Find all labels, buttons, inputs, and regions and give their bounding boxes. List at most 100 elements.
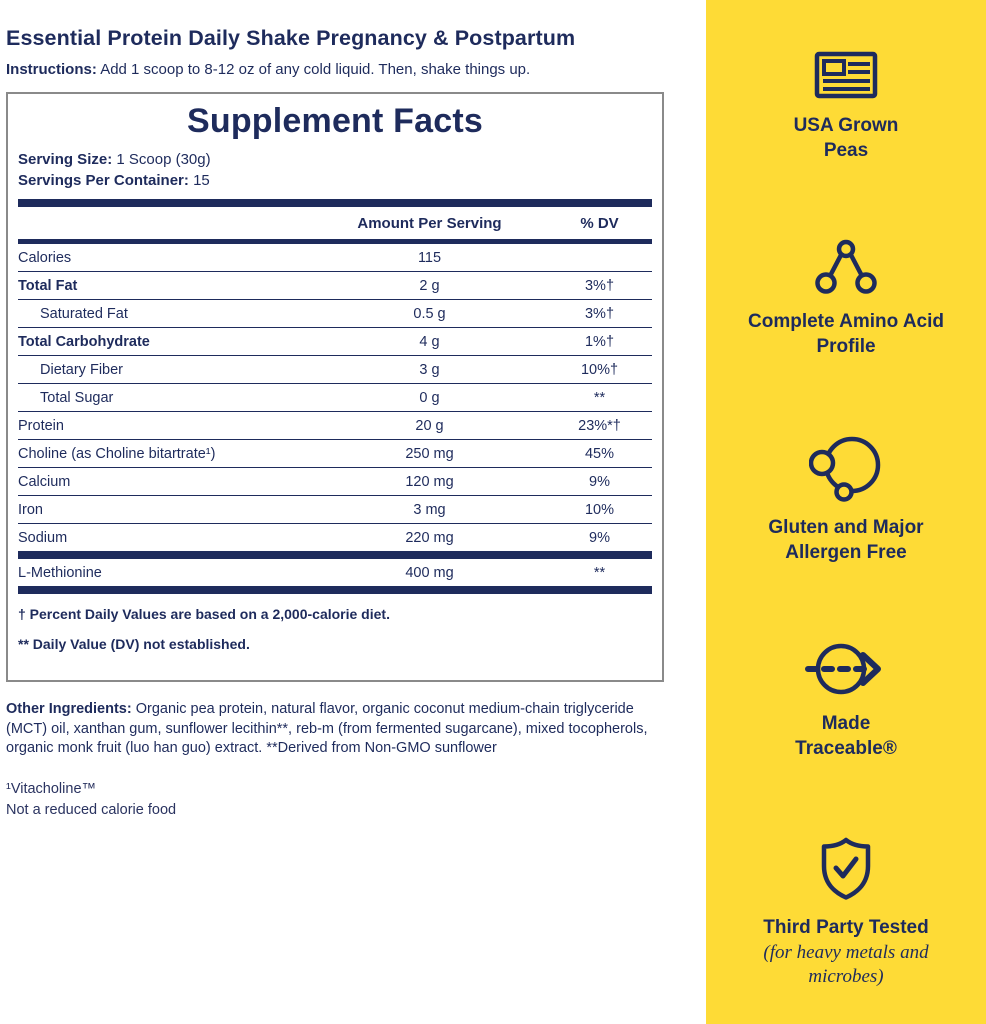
nutrient-amount: 115 xyxy=(417,249,442,266)
divider xyxy=(18,355,652,356)
other-ingredients-text: Organic pea protein, natural flavor, org… xyxy=(6,701,648,757)
nutrient-amount: 3 g xyxy=(419,361,440,378)
label-panel: Essential Protein Daily Shake Pregnancy … xyxy=(6,26,706,821)
serving-size-label: Serving Size: xyxy=(18,151,113,168)
nutrient-name: Calcium xyxy=(18,473,71,490)
nutrient-dv: 3%† xyxy=(584,305,615,322)
nutrient-name: Sodium xyxy=(18,529,68,546)
feature-gluten-allergen-free: Gluten and Major Allergen Free xyxy=(744,434,949,565)
product-title: Essential Protein Daily Shake Pregnancy … xyxy=(6,26,576,50)
facts-row: Calcium 120 mg 9% xyxy=(8,468,662,495)
column-percent-dv: % DV xyxy=(580,214,619,232)
nutrient-dv: 10%† xyxy=(580,361,619,378)
nutrient-name: Choline (as Choline bitartrate¹) xyxy=(18,445,216,462)
nutrient-amount: 2 g xyxy=(419,277,440,294)
nutrient-dv: 9% xyxy=(589,529,610,546)
feature-complete-amino-acid: Complete Amino Acid Profile xyxy=(744,238,949,359)
feature-label: USA Grown Peas xyxy=(793,115,899,161)
servings-per-container: Servings Per Container: 15 xyxy=(8,172,662,189)
nutrient-name: Protein xyxy=(18,417,64,434)
reduced-calorie-note: Not a reduced calorie food xyxy=(6,801,177,818)
nutrient-amount: 20 g xyxy=(415,417,444,434)
features-sidebar: USA Grown Peas Complete Amino Acid Profi… xyxy=(706,0,986,1024)
facts-row: Total Carbohydrate 4 g 1%† xyxy=(8,328,662,355)
divider-bar xyxy=(18,199,652,207)
divider xyxy=(18,467,652,468)
serving-size-value: 1 Scoop (30g) xyxy=(116,151,211,168)
facts-row: Total Fat 2 g 3%† xyxy=(8,272,662,299)
serving-size: Serving Size: 1 Scoop (30g) xyxy=(8,151,662,168)
nutrient-amount: 120 mg xyxy=(405,473,454,490)
servings-label: Servings Per Container: xyxy=(18,172,189,189)
nutrient-amount: 0.5 g xyxy=(413,305,446,322)
nutrient-name: L-Methionine xyxy=(18,564,102,581)
facts-rows: Calories 115 Total Fat 2 g 3%† Saturated Fat 0… xyxy=(8,244,662,594)
supplement-facts-panel: Supplement Facts Serving Size: 1 Scoop (… xyxy=(6,92,664,682)
facts-row: Saturated Fat 0.5 g 3%† xyxy=(8,300,662,327)
facts-row: Iron 3 mg 10% xyxy=(8,496,662,523)
divider xyxy=(18,495,652,496)
nutrient-amount: 3 mg xyxy=(413,501,446,518)
nutrient-dv: ** xyxy=(593,564,606,581)
divider-bar xyxy=(18,239,652,244)
divider xyxy=(18,327,652,328)
footer-notes: ¹Vitacholine™ Not a reduced calorie food xyxy=(6,779,706,821)
facts-footnotes: † Percent Daily Values are based on a 2,… xyxy=(8,594,662,668)
footnote: ** Daily Value (DV) not established. xyxy=(18,636,250,652)
facts-row: L-Methionine 400 mg ** xyxy=(8,559,662,586)
nutrient-dv: 3%† xyxy=(584,277,615,294)
nutrient-name: Total Sugar xyxy=(40,389,114,406)
divider xyxy=(18,523,652,524)
nutrient-dv: 10% xyxy=(584,501,615,518)
facts-row: Calories 115 xyxy=(8,244,662,271)
facts-row: Sodium 220 mg 9% xyxy=(8,524,662,551)
facts-row: Protein 20 g 23%*† xyxy=(8,412,662,439)
divider xyxy=(18,383,652,384)
divider xyxy=(18,586,652,594)
instructions-text: Add 1 scoop to 8-12 oz of any cold liqui… xyxy=(100,61,531,78)
nutrient-name: Total Fat xyxy=(18,277,78,294)
column-amount-per-serving: Amount Per Serving xyxy=(357,214,502,232)
servings-value: 15 xyxy=(193,172,210,189)
bubbles-icon xyxy=(809,434,883,502)
nutrient-amount: 250 mg xyxy=(405,445,454,462)
divider xyxy=(18,551,652,559)
facts-row: Total Sugar 0 g ** xyxy=(8,384,662,411)
nutrient-dv: ** xyxy=(593,389,606,406)
nutrient-dv: 45% xyxy=(584,445,615,462)
nutrient-name: Calories xyxy=(18,249,72,266)
shield-check-icon xyxy=(817,836,875,902)
feature-label: Gluten and Major Allergen Free xyxy=(768,516,924,563)
nutrient-dv: 23%*† xyxy=(578,417,621,434)
feature-made-traceable: Made Traceable® xyxy=(774,640,919,761)
footnote: † Percent Daily Values are based on a 2,… xyxy=(18,606,390,622)
usa-flag-icon xyxy=(813,50,879,100)
divider xyxy=(18,299,652,300)
feature-third-party-tested: Third Party Tested (for heavy metals and… xyxy=(746,836,946,990)
feature-usa-grown-peas: USA Grown Peas xyxy=(784,50,909,163)
other-ingredients-label: Other Ingredients: xyxy=(6,701,132,717)
nutrient-dv: 1%† xyxy=(584,333,615,350)
nutrient-amount: 0 g xyxy=(419,389,440,406)
facts-row: Choline (as Choline bitartrate¹) 250 mg 45… xyxy=(8,440,662,467)
nutrient-name: Total Carbohydrate xyxy=(18,333,150,350)
nutrient-name: Saturated Fat xyxy=(40,305,128,322)
nutrient-amount: 220 mg xyxy=(405,529,454,546)
molecule-icon xyxy=(814,238,878,296)
nutrient-amount: 4 g xyxy=(419,333,440,350)
facts-row: Dietary Fiber 3 g 10%† xyxy=(8,356,662,383)
feature-label: Complete Amino Acid Profile xyxy=(748,310,944,357)
nutrient-name: Iron xyxy=(18,501,43,518)
nutrient-amount: 400 mg xyxy=(405,564,454,581)
divider xyxy=(18,411,652,412)
divider xyxy=(18,271,652,272)
divider xyxy=(18,439,652,440)
instructions: Instructions: Add 1 scoop to 8-12 oz of … xyxy=(6,61,706,78)
vitacholine-note: ¹Vitacholine™ xyxy=(6,780,97,797)
feature-label: Made Traceable® xyxy=(795,712,897,759)
feature-label: Third Party Tested xyxy=(763,916,929,938)
nutrient-dv: 9% xyxy=(589,473,610,490)
supplement-facts-title: Supplement Facts xyxy=(186,102,484,140)
instructions-label: Instructions: xyxy=(6,61,97,78)
